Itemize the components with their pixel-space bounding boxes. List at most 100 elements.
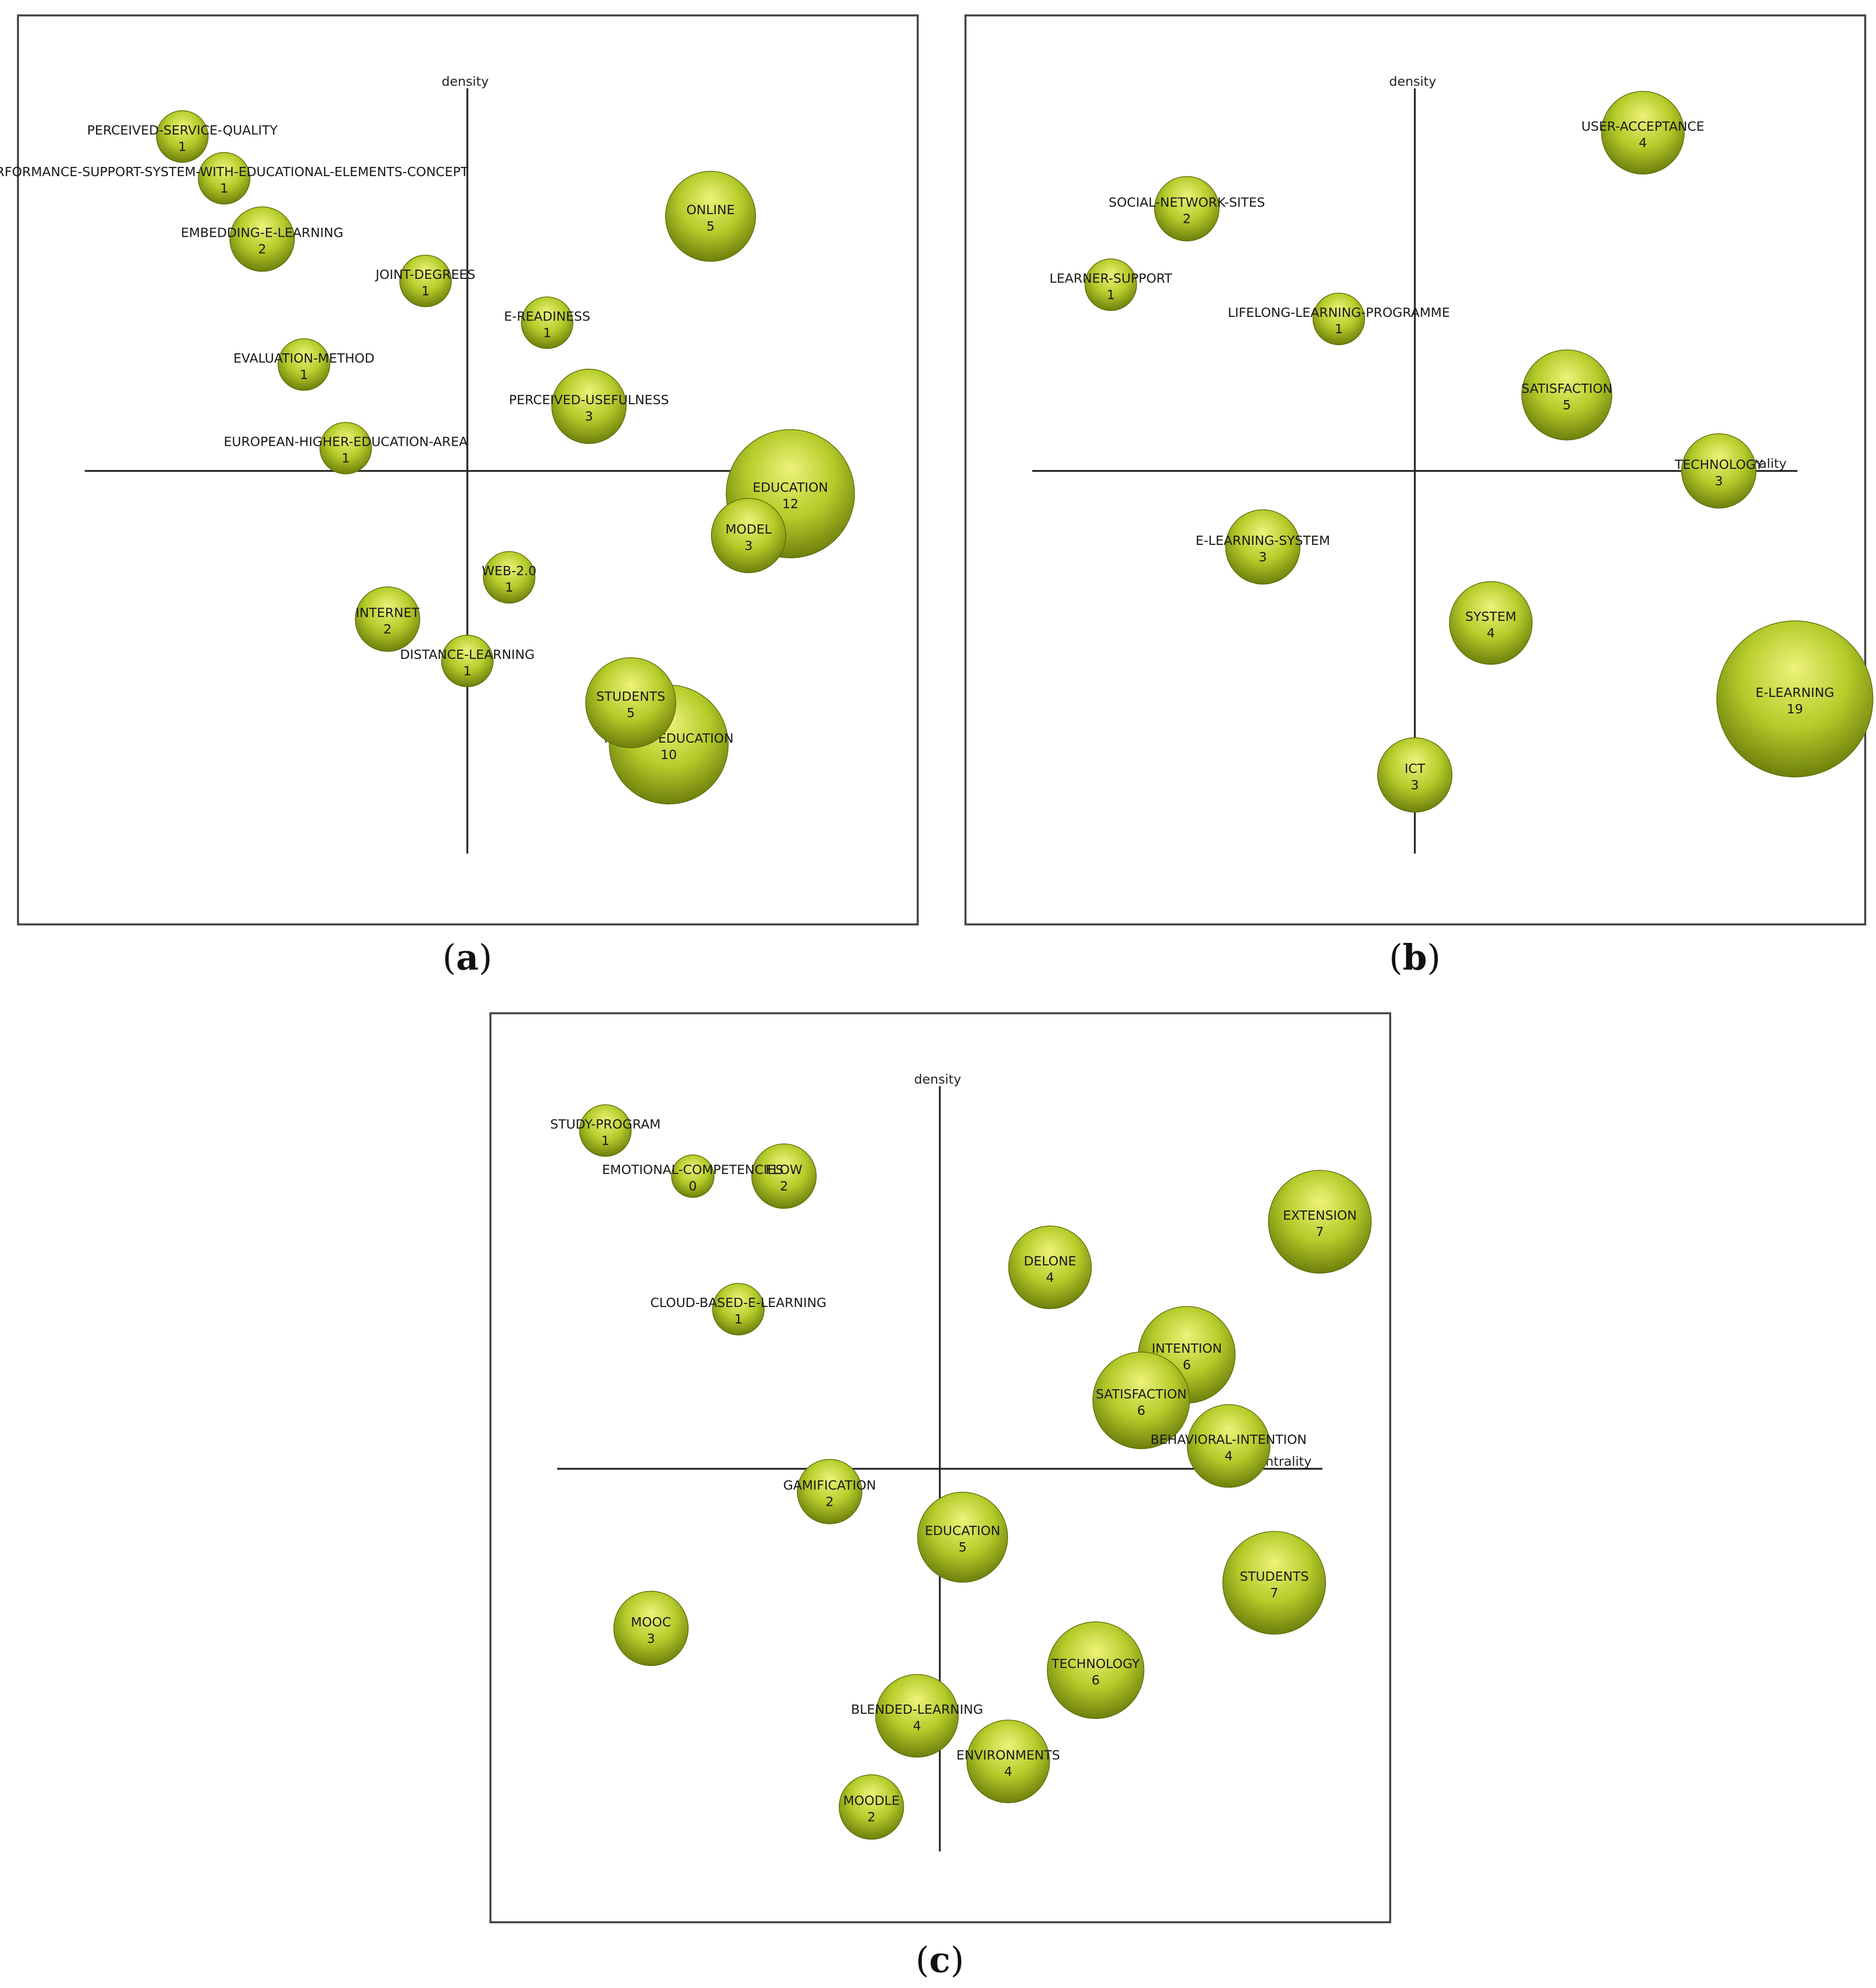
bubble-ict: ICT 3: [1377, 737, 1453, 813]
bubble-value: 1: [734, 1312, 743, 1327]
bubble-mark: [355, 586, 421, 652]
bubble-european-higher-education-area: EUROPEAN-HIGHER-EDUCATION-AREA 1: [224, 422, 468, 475]
bubble-distance-learning: DISTANCE-LEARNING 1: [400, 634, 535, 688]
bubble-value: 2: [780, 1179, 788, 1194]
bubble-mark: [399, 254, 452, 308]
bubble-label: TECHNOLOGY: [1674, 457, 1764, 472]
bubble-value: 1: [1107, 287, 1115, 302]
bubble-value: 4: [1004, 1764, 1012, 1779]
bubble-label: STUDENTS: [1240, 1569, 1309, 1584]
bubble-mark: [1449, 581, 1533, 665]
bubble-value: 3: [585, 409, 593, 424]
bubble-label: ICT: [1405, 761, 1426, 776]
bubble-flow: FLOW 2: [751, 1143, 817, 1209]
bubble-label: MODEL: [725, 522, 771, 537]
bubble-value: 2: [825, 1494, 833, 1509]
bubble-mark: [1047, 1621, 1145, 1719]
bubble-label: SATISFACTION: [1096, 1387, 1187, 1402]
bubble-label: STUDENTS: [596, 689, 665, 704]
bubble-e-learning-system: E-LEARNING-SYSTEM 3: [1196, 509, 1330, 585]
bubble-perceived-usefulness: PERCEIVED-USEFULNESS 3: [509, 368, 669, 444]
bubble-label: LIFELONG-LEARNING-PROGRAMME: [1228, 305, 1450, 320]
bubble-value: 5: [707, 219, 715, 234]
bubble-label: SATISFACTION: [1521, 381, 1612, 396]
bubble-mark: [1268, 1170, 1372, 1274]
bubble-label: SYSTEM: [1465, 609, 1517, 624]
bubble-mark: [1084, 258, 1138, 311]
bubble-value: 4: [1046, 1270, 1054, 1285]
bubble-label: CLOUD-BASED-E-LEARNING: [650, 1295, 826, 1310]
bubble-cloud-based-e-learning: CLOUD-BASED-E-LEARNING 1: [650, 1283, 826, 1336]
bubble-label: EMOTIONAL-COMPETENCIES: [602, 1162, 784, 1177]
panel-c: densitycentralityEXTENSION7STUDENTS7INTE…: [489, 1012, 1391, 1981]
bubble-value: 4: [1224, 1449, 1233, 1464]
bubble-e-learning: E-LEARNING 19: [1716, 620, 1873, 778]
bubble-label: WEB-2.0: [482, 563, 536, 578]
bubble-label: PERCEIVED-SERVICE-QUALITY: [87, 123, 278, 138]
bubble-mark: [1154, 176, 1220, 241]
bubble-value: 3: [647, 1631, 655, 1646]
bubble-gamification: GAMIFICATION 2: [783, 1459, 876, 1524]
bubble-value: 10: [660, 747, 677, 762]
bubble-value: 3: [1411, 778, 1419, 792]
bubble-label: ONLINE: [687, 202, 735, 217]
panel-caption: (a): [442, 937, 492, 978]
bubble-label: BEHAVIORAL-INTENTION: [1150, 1432, 1306, 1447]
bubble-mark: [521, 296, 574, 349]
bubble-value: 2: [258, 242, 266, 257]
bubble-mark: [671, 1154, 715, 1198]
bubble-label: STUDY-PROGRAM: [550, 1116, 660, 1131]
y-axis-label: density: [442, 74, 489, 89]
bubble-label: SOCIAL-NETWORK-SITES: [1109, 195, 1265, 210]
bubble-mark: [579, 1104, 632, 1157]
bubble-value: 2: [1183, 211, 1191, 226]
bubble-mark: [1187, 1404, 1271, 1488]
bubble-label: INTENTION: [1152, 1341, 1222, 1356]
bubble-mark: [839, 1774, 904, 1840]
bubble-value: 1: [543, 325, 551, 340]
bubble-mark: [613, 1591, 689, 1667]
bubble-value: 0: [689, 1179, 697, 1194]
bubble-value: 5: [1563, 397, 1571, 412]
bubble-label: EDUCATION: [925, 1523, 1000, 1538]
bubble-value: 1: [178, 139, 186, 154]
panel-caption: (b): [1389, 937, 1441, 978]
bubble-label: FLOW: [766, 1162, 803, 1177]
bubble-value: 3: [1715, 474, 1723, 488]
bubble-embedding-e-learning: EMBEDDING-E-LEARNING 2: [181, 206, 344, 272]
bubble-label: USER-ACCEPTANCE: [1581, 119, 1704, 134]
bubble-mark: [551, 368, 627, 444]
bubble-system: SYSTEM 4: [1449, 581, 1533, 665]
bubble-label: EUROPEAN-HIGHER-EDUCATION-AREA: [224, 434, 468, 449]
bubble-internet: INTERNET 2: [355, 586, 421, 652]
bubble-mark: [198, 152, 251, 205]
bubble-value: 1: [300, 367, 308, 382]
bubble-study-program: STUDY-PROGRAM 1: [550, 1104, 660, 1157]
bubble-mark: [319, 422, 372, 475]
bubble-mark: [1225, 509, 1301, 585]
bubble-mark: [1008, 1225, 1092, 1310]
bubble-value: 5: [627, 705, 635, 720]
bubble-label: E-LEARNING: [1755, 685, 1834, 700]
bubble-label: EVALUATION-METHOD: [233, 351, 374, 366]
bubble-performance-support-system-with-educational-elements-concept: PERFORMANCE-SUPPORT-SYSTEM-WITH-EDUCATIO…: [0, 152, 469, 205]
bubble-value: 3: [745, 538, 753, 553]
bubble-label: ENVIRONMENTS: [956, 1748, 1060, 1763]
bubble-value: 1: [463, 664, 471, 678]
bubble-technology: TECHNOLOGY 6: [1047, 1621, 1145, 1719]
bubble-label: EMBEDDING-E-LEARNING: [181, 225, 343, 240]
bubble-label: GAMIFICATION: [783, 1478, 876, 1492]
bubble-mark: [797, 1459, 862, 1524]
bubble-label: INTERNET: [355, 605, 420, 620]
bubble-label: JOINT-DEGREES: [374, 267, 475, 282]
